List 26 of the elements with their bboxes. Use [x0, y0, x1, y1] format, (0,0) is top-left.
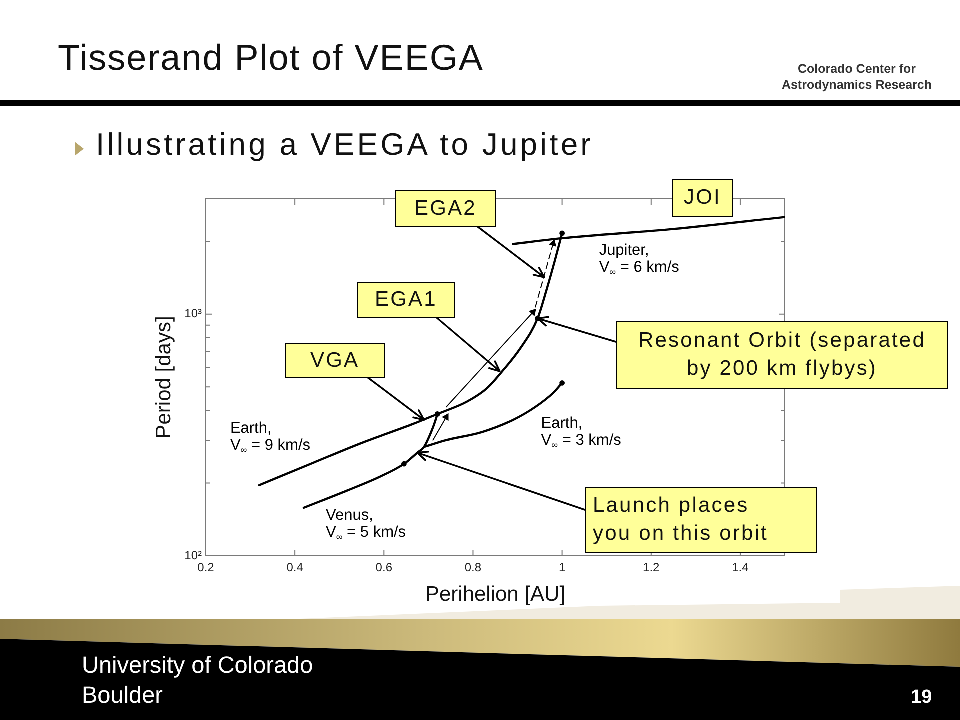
y-axis-title: Period [days]	[152, 316, 176, 439]
text: Colorado Center for Astrodynamics Research	[780, 61, 934, 93]
chart-title: Tisserand Plot of VEEGA	[58, 37, 484, 78]
series-label: Earth, V$_{∞}$ = 3 km/s	[541, 415, 622, 452]
annotation: JOI	[684, 185, 722, 211]
x-tick-label: 0.8	[464, 560, 482, 575]
text: 19	[911, 687, 932, 709]
text: University of Colorado Boulder	[82, 651, 314, 710]
annotation: Launch places you on this orbit	[593, 493, 768, 547]
x-tick-label: 1.4	[732, 560, 750, 575]
y-tick-label: 10³	[184, 306, 202, 321]
x-tick-label: 0.6	[376, 560, 393, 575]
annotation: Resonant Orbit (separated by 200 km flybys)	[638, 328, 926, 382]
annotation: EGA1	[375, 287, 438, 313]
x-axis-title: Perihelion [AU]	[425, 583, 566, 606]
series-label: Earth, V$_{∞}$ = 9 km/s	[230, 420, 311, 458]
x-tick-label: 1.2	[643, 560, 660, 575]
x-tick-label: 0.4	[286, 560, 304, 575]
annotation: VGA	[310, 348, 360, 374]
x-tick-label: 1	[558, 560, 566, 575]
annotation: EGA2	[414, 196, 477, 222]
series-label: Venus, V$_{∞}$ = 5 km/s	[326, 506, 406, 544]
chart-subtitle: Illustrating a VEEGA to Jupiter	[96, 127, 594, 162]
series-label: Jupiter, V$_{∞}$ = 6 km/s	[599, 242, 680, 280]
x-tick-label: 0.2	[198, 560, 215, 575]
y-tick-label: 10²	[184, 548, 202, 562]
